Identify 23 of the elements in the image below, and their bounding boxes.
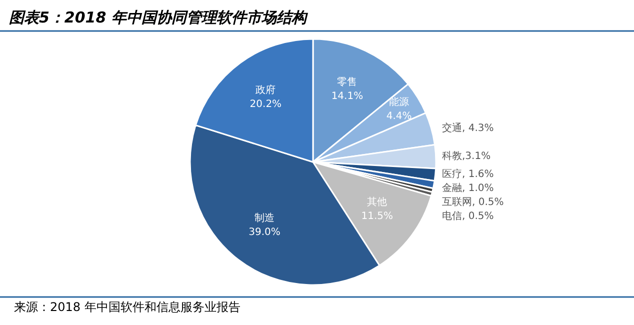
- slice-label: 科教: [442, 150, 462, 162]
- data-label: , 4.3%: [462, 122, 494, 134]
- source-note: 来源：2018 年中国软件和信息服务业报告: [14, 300, 240, 314]
- data-label: , 0.5%: [472, 197, 504, 208]
- data-label: 11.5%: [361, 211, 394, 222]
- data-label: , 1.0%: [462, 183, 494, 194]
- slice-label: 零售: [337, 76, 358, 88]
- slice-label: 互联网: [442, 196, 472, 208]
- slice-label: 交通: [442, 122, 462, 134]
- data-label: 39.0%: [248, 227, 280, 238]
- chart-title: 图表5：2018 年中国协同管理软件市场结构: [9, 8, 308, 26]
- data-label: 14.1%: [331, 91, 364, 102]
- slice-label: 电信: [442, 210, 462, 222]
- data-label: 4.4%: [386, 110, 412, 122]
- slice-label: 医疗: [442, 168, 462, 180]
- slice-label: 金融: [442, 182, 462, 194]
- data-label: , 1.6%: [462, 169, 494, 180]
- data-label: ,3.1%: [462, 151, 491, 162]
- data-label: 20.2%: [250, 99, 282, 110]
- data-label: , 0.5%: [462, 211, 494, 222]
- slice-label: 政府: [256, 84, 276, 96]
- slice-label: 其他: [367, 196, 388, 208]
- slice-label: 制造: [254, 212, 274, 224]
